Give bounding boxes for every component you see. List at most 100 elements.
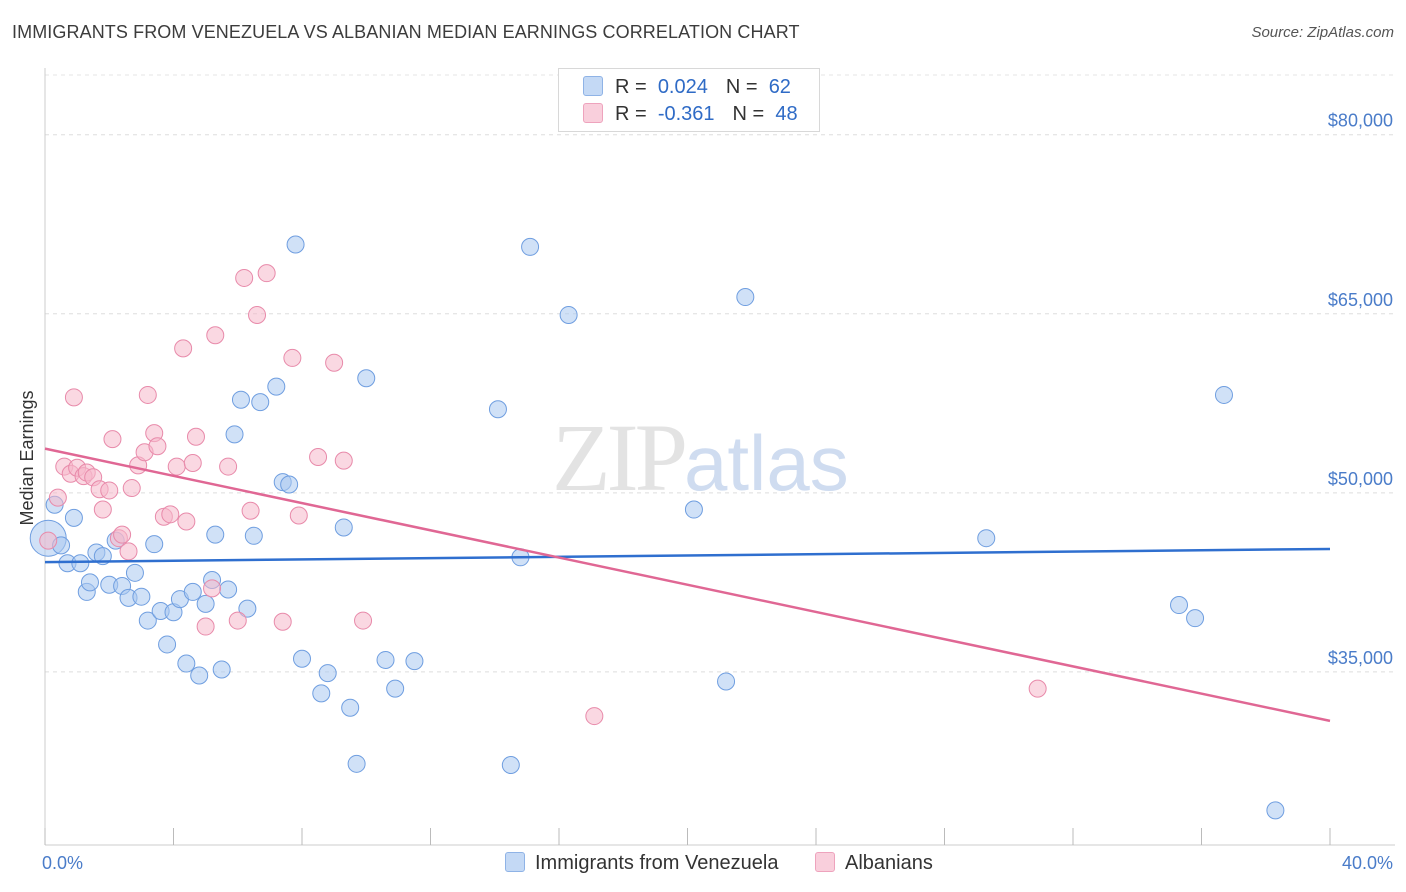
bottom-legend-label-venezuela: Immigrants from Venezuela	[535, 852, 779, 874]
venezuela-point	[293, 649, 311, 668]
venezuela-point	[977, 529, 996, 548]
grid-lines	[45, 74, 1395, 673]
albanian-point	[228, 611, 247, 630]
albanian-point	[235, 268, 254, 287]
venezuela-point	[251, 393, 270, 412]
venezuela-point	[177, 654, 196, 673]
venezuela-point	[684, 500, 703, 519]
venezuela-point	[286, 235, 305, 254]
venezuela-point	[80, 573, 99, 592]
albanian-point	[113, 525, 132, 544]
legend-n-value: 48	[775, 103, 798, 125]
albanian-point	[186, 427, 205, 446]
legend-r-label: R =	[615, 103, 647, 125]
venezuela-trend-line	[44, 547, 1331, 564]
albanian-point	[183, 453, 202, 472]
albanian-point	[257, 264, 276, 283]
legend-swatch-venezuela	[583, 76, 603, 96]
albanian-point	[148, 437, 167, 456]
albanian-point	[241, 501, 260, 520]
albanian-point	[119, 542, 138, 561]
venezuela-point	[1266, 801, 1285, 820]
venezuela-point	[212, 660, 231, 679]
venezuela-points	[29, 235, 1285, 820]
bottom-legend-label-albanians: Albanians	[845, 852, 933, 874]
venezuela-point	[158, 635, 177, 654]
albanian-point	[161, 505, 180, 524]
venezuela-point	[347, 754, 366, 773]
venezuela-point	[717, 672, 736, 691]
albanian-point	[167, 457, 186, 476]
albanian-point	[289, 506, 308, 525]
x-tick-label-max: 40.0%	[1342, 853, 1393, 873]
albanian-point	[334, 451, 353, 470]
albanian-points	[39, 264, 1047, 726]
venezuela-point	[318, 664, 337, 683]
venezuela-point	[559, 305, 578, 324]
bottom-legend-venezuela: Immigrants from Venezuela	[505, 852, 778, 875]
venezuela-point	[736, 288, 755, 307]
venezuela-point	[405, 652, 424, 671]
albanian-point	[138, 385, 157, 404]
albanian-point	[1028, 679, 1047, 698]
trend-lines	[44, 447, 1331, 723]
venezuela-point	[138, 611, 157, 630]
albanian-point	[248, 305, 267, 324]
albanian-point	[177, 512, 196, 531]
albanian-point	[203, 579, 222, 598]
albanian-point	[585, 707, 604, 726]
legend-swatch-albanians	[583, 103, 603, 123]
venezuela-point	[190, 666, 209, 685]
venezuela-point	[64, 508, 83, 527]
venezuela-point	[71, 554, 90, 573]
albanian-point	[103, 430, 122, 449]
legend-row-albanians: R = -0.361 N = 48	[583, 103, 798, 127]
venezuela-point	[132, 587, 151, 606]
chart-title: IMMIGRANTS FROM VENEZUELA VS ALBANIAN ME…	[12, 22, 800, 42]
albanian-trend-line	[44, 447, 1331, 723]
venezuela-point	[376, 650, 395, 669]
venezuela-point	[488, 400, 507, 419]
y-tick-label: $35,000	[1328, 648, 1393, 668]
albanian-point	[48, 488, 67, 507]
legend-n-value: 62	[768, 76, 791, 98]
albanian-point	[273, 612, 292, 631]
albanian-point	[354, 611, 373, 630]
venezuela-point	[501, 756, 520, 775]
y-tick-label: $50,000	[1328, 469, 1393, 489]
venezuela-point	[312, 684, 331, 703]
venezuela-point	[219, 580, 238, 599]
chart-source: Source: ZipAtlas.com	[1251, 24, 1394, 41]
x-tick-label-min: 0.0%	[42, 853, 83, 873]
venezuela-point	[521, 237, 540, 256]
venezuela-point	[1214, 385, 1233, 404]
venezuela-point	[206, 525, 225, 544]
correlation-legend: R = 0.024 N = 62 R = -0.361 N = 48	[558, 68, 820, 132]
bottom-legend-albanians: Albanians	[815, 852, 933, 875]
venezuela-point	[357, 369, 376, 388]
legend-r-label: R =	[615, 76, 647, 98]
venezuela-point	[125, 563, 144, 582]
albanian-point	[39, 531, 58, 550]
venezuela-point	[225, 425, 244, 444]
venezuela-point	[145, 535, 164, 554]
y-tick-label: $65,000	[1328, 290, 1393, 310]
venezuela-point	[231, 390, 250, 409]
venezuela-point	[196, 594, 215, 613]
venezuela-point	[1170, 596, 1189, 615]
albanian-point	[100, 481, 119, 500]
legend-r-value: 0.024	[657, 76, 708, 98]
bottom-swatch-venezuela	[505, 852, 525, 872]
albanian-point	[325, 353, 344, 372]
legend-r-value: -0.361	[657, 103, 715, 125]
venezuela-point	[386, 679, 405, 698]
venezuela-point	[341, 698, 360, 717]
venezuela-point	[334, 518, 353, 537]
albanian-point	[196, 617, 215, 636]
legend-n-label: N =	[732, 103, 765, 125]
legend-row-venezuela: R = 0.024 N = 62	[583, 76, 791, 100]
y-axis-title: Median Earnings	[17, 390, 37, 525]
albanian-point	[206, 326, 225, 345]
albanian-point	[93, 500, 112, 519]
axis-labels: $35,000 $50,000 $65,000 $80,000 0.0% 40.0% Med…	[17, 111, 1393, 873]
